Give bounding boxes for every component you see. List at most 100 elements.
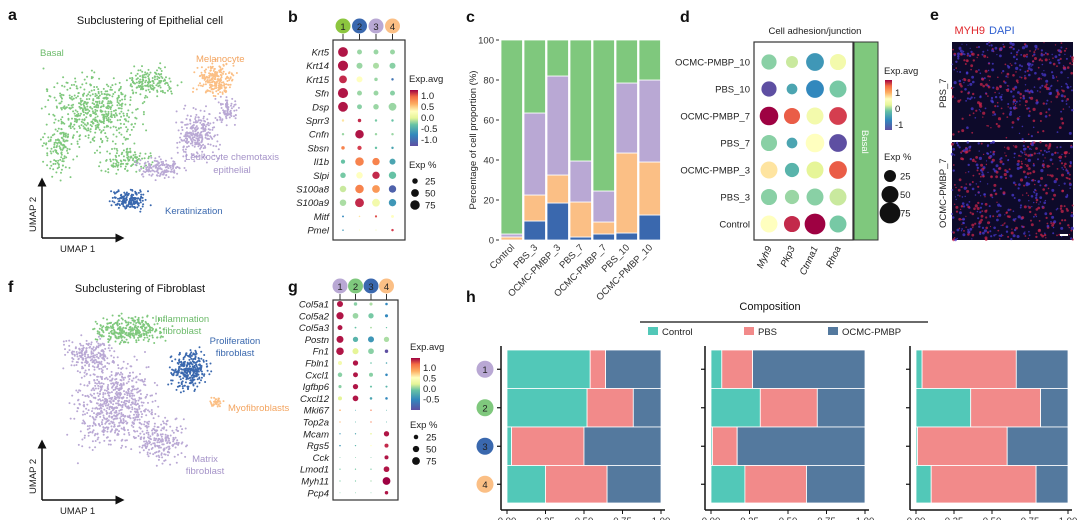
umap-point: [150, 174, 153, 177]
cluster-badge: [335, 18, 351, 34]
umap-point: [64, 353, 67, 356]
umap-point: [192, 130, 194, 132]
cell-signal: [1070, 71, 1073, 75]
umap-point: [117, 161, 120, 164]
umap-point: [122, 421, 125, 424]
umap-point: [110, 204, 113, 207]
umap-point: [60, 118, 62, 121]
umap-point: [123, 123, 126, 126]
cell-signal: [1055, 95, 1059, 99]
umap-point: [155, 174, 158, 177]
cell-signal: [971, 233, 975, 237]
gene-label: Igfbp6: [303, 382, 330, 393]
umap-point: [53, 143, 56, 146]
umap-point: [216, 118, 219, 121]
umap-point: [206, 134, 209, 137]
cell-signal: [1027, 194, 1030, 197]
colorbar: [411, 358, 420, 410]
dot-mark: [806, 80, 824, 98]
dot-mark: [389, 62, 396, 69]
legend-color-title: Exp.avg: [410, 342, 444, 353]
cell-signal: [1035, 196, 1038, 200]
umap-point: [98, 165, 101, 168]
umap-point: [125, 196, 128, 199]
umap-point: [46, 154, 49, 157]
umap-point: [70, 84, 73, 86]
cell-signal: [979, 211, 982, 214]
umap-point: [142, 193, 145, 196]
umap-point: [149, 84, 152, 87]
umap-point: [140, 165, 143, 168]
umap-point: [93, 389, 96, 392]
umap-point: [138, 322, 141, 325]
cell-signal: [999, 158, 1002, 161]
umap-point: [122, 376, 125, 379]
cell-signal: [1024, 231, 1026, 233]
umap-point: [161, 462, 164, 465]
cell-signal: [1033, 51, 1036, 54]
umap-point: [131, 189, 134, 192]
umap-point: [191, 373, 194, 376]
umap-point: [146, 451, 149, 454]
umap-point: [78, 146, 81, 148]
umap-point: [103, 429, 106, 432]
cell-signal: [963, 53, 966, 56]
cell-signal: [993, 189, 995, 191]
cell-signal: [1014, 62, 1017, 65]
cell-signal: [963, 59, 966, 62]
umap-point: [76, 95, 79, 98]
umap-point: [112, 382, 114, 385]
cell-signal: [975, 109, 978, 112]
cell-signal: [1034, 48, 1037, 51]
umap-point: [64, 145, 67, 148]
umap-point: [128, 406, 131, 409]
umap-point: [143, 332, 146, 335]
umap-point: [70, 95, 73, 98]
cell-signal: [1007, 148, 1010, 151]
umap-point: [117, 399, 120, 402]
umap-point: [55, 99, 58, 102]
cell-signal: [960, 90, 963, 94]
umap-point: [90, 343, 93, 346]
cell-signal: [1058, 126, 1062, 129]
umap-point: [217, 399, 220, 402]
panel-letter-h: h: [466, 289, 476, 306]
cell-signal: [1043, 53, 1045, 56]
cell-signal: [1028, 206, 1031, 209]
cell-signal: [985, 216, 988, 219]
cell-signal: [1047, 174, 1049, 176]
umap-point: [107, 384, 110, 386]
umap-point: [93, 89, 96, 91]
cell-signal: [987, 221, 990, 225]
cell-signal: [1053, 193, 1057, 197]
umap-point: [104, 426, 107, 429]
umap-point: [156, 336, 159, 339]
umap-point: [102, 366, 105, 369]
umap-point: [95, 340, 98, 343]
umap-point: [139, 85, 142, 88]
umap-point: [75, 120, 78, 123]
umap-point: [194, 388, 196, 391]
umap-point: [133, 429, 135, 432]
umap-point: [222, 109, 225, 112]
cell-signal: [1039, 112, 1043, 115]
umap-point: [104, 392, 107, 395]
panel-h-composition: CompositionControlPBSOCMC-PMBP12340.000.…: [476, 301, 1077, 520]
umap-point: [93, 136, 96, 139]
umap-point: [91, 440, 94, 443]
dot-mark: [806, 107, 824, 125]
umap-point: [155, 429, 158, 432]
cell-signal: [1031, 206, 1033, 208]
dot-mark: [341, 132, 345, 136]
cell-signal: [1002, 162, 1005, 166]
cell-signal: [962, 233, 966, 237]
umap-point: [208, 132, 211, 134]
umap-point: [183, 384, 186, 387]
gene-label: Myh9: [755, 244, 775, 270]
umap-point: [43, 142, 45, 145]
bar-segment: [589, 349, 607, 389]
umap-point: [83, 127, 86, 130]
umap-point: [124, 138, 127, 141]
cell-signal: [1042, 102, 1046, 105]
umap-point: [108, 408, 111, 411]
